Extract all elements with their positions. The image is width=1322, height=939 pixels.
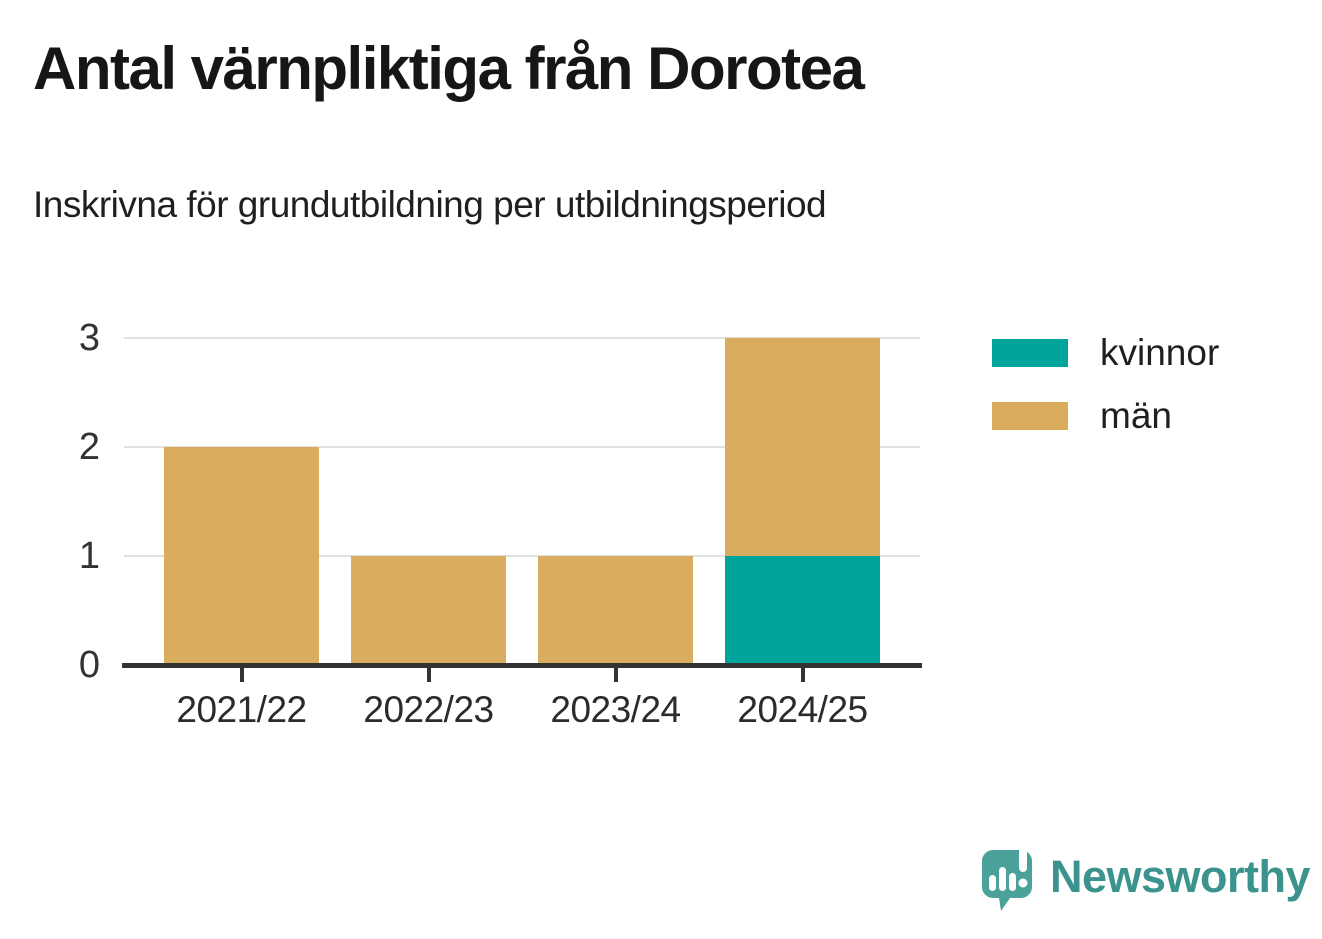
x-tick [426,668,431,682]
legend-item-kvinnor: kvinnor [992,334,1219,371]
legend-item-man: män [992,397,1219,434]
legend-swatch-man [992,401,1068,430]
x-tick-label: 2023/24 [550,689,681,730]
plot-area [124,337,920,665]
gridline-y1 [124,555,920,557]
bar-2023-24-män [538,556,693,665]
bar-2021-22-män [164,447,319,665]
legend-label: män [1100,395,1172,436]
chart-subtitle: Inskrivna för grundutbildning per utbild… [33,184,827,225]
x-tick [239,668,244,682]
legend-swatch-kvinnor [992,338,1068,367]
bar-2024-25-män [725,338,880,556]
x-tick-label: 2021/22 [176,689,307,730]
x-tick [613,668,618,682]
legend: kvinnor män [992,334,1219,460]
brand-footer: Newsworthy [980,846,1311,912]
x-tick [800,668,805,682]
y-tick-label: 2 [78,426,100,468]
x-axis-line [122,663,922,668]
brand-name: Newsworthy [1050,851,1311,902]
bar-2022-23-män [351,556,506,665]
bar-2024-25-kvinnor [725,556,880,665]
newsworthy-logo-icon [982,846,1032,911]
y-tick-label: 0 [78,644,100,686]
x-tick-label: 2024/25 [737,689,868,730]
y-tick-label: 3 [78,317,100,359]
legend-label: kvinnor [1100,332,1220,373]
chart-title: Antal värnpliktiga från Dorotea [33,35,865,102]
gridline-y3 [124,337,920,339]
y-tick-label: 1 [78,535,100,577]
gridline-y2 [124,446,920,448]
x-tick-label: 2022/23 [363,689,494,730]
